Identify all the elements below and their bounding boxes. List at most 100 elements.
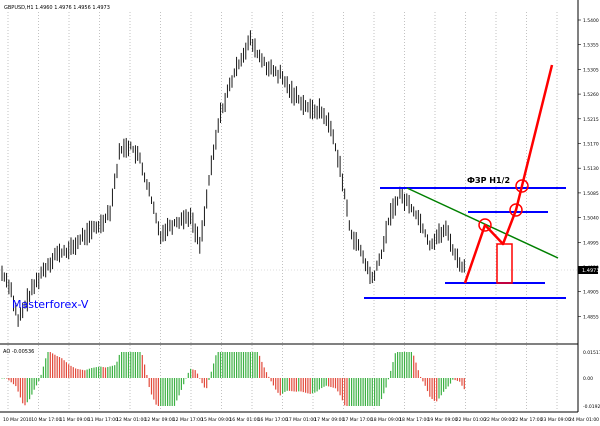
ao-bar — [134, 352, 136, 378]
ao-bar — [47, 352, 49, 378]
ao-bar — [233, 352, 235, 378]
ao-bar — [298, 378, 300, 392]
ao-bar — [22, 378, 24, 404]
ao-bar — [293, 378, 295, 392]
ao-bar — [222, 352, 224, 378]
ao-bar — [247, 352, 249, 378]
ao-bar — [374, 378, 376, 406]
ao-bar — [254, 352, 256, 378]
ao-bar — [173, 378, 176, 406]
ao-bar — [417, 370, 419, 378]
ao-bar — [206, 378, 208, 389]
ao-bar — [341, 378, 343, 401]
ao-bar — [26, 378, 28, 403]
ao-bar — [125, 352, 127, 378]
ao-bar — [56, 356, 58, 378]
ao-tick-label: 0.01517 — [583, 350, 600, 356]
ao-bar — [144, 364, 146, 378]
time-tick-label: 18 Mar 09:00 — [371, 417, 401, 423]
ao-bar — [265, 372, 268, 378]
ao-bar — [399, 352, 401, 378]
ao-bar — [35, 378, 38, 386]
ao-bar — [40, 374, 42, 378]
ao-bar — [127, 352, 130, 378]
ao-bar — [300, 378, 302, 392]
projection-path[interactable] — [463, 64, 554, 284]
ao-bar — [208, 378, 210, 380]
ao-bar — [355, 378, 357, 406]
price-axis: 1.5400 1.5355 1.5305 1.5260 1.5215 1.5170 1.51… — [578, 18, 599, 320]
ao-bar — [245, 352, 247, 378]
price-tick-label: 1.5215 — [583, 117, 599, 123]
time-tick-label: 24 Mar 01:00 — [569, 417, 599, 423]
ao-bar — [420, 376, 422, 378]
time-tick-label: 12 Mar 01:00 — [116, 417, 146, 423]
ao-bar — [240, 352, 242, 378]
ao-bar — [351, 378, 353, 406]
ao-bar — [415, 362, 417, 378]
ao-bar — [111, 365, 113, 378]
target-circle-3[interactable] — [515, 179, 529, 193]
ao-bar — [148, 378, 150, 388]
ao-bar — [12, 378, 15, 385]
ao-bar — [397, 352, 399, 378]
ao-bar — [10, 378, 12, 383]
ao-bar — [286, 378, 288, 391]
ao-bar — [123, 352, 125, 378]
target-circle-2[interactable] — [509, 203, 523, 217]
ao-bar — [104, 367, 107, 378]
ao-bar — [162, 378, 164, 406]
ao-bar — [242, 352, 245, 378]
target-circle-1[interactable] — [478, 218, 492, 232]
ao-bar — [461, 378, 463, 386]
ao-bar — [231, 352, 233, 378]
ao-bar — [456, 378, 458, 381]
ao-bar — [169, 378, 171, 406]
ao-bar — [440, 378, 442, 396]
ao-bar — [17, 378, 19, 392]
ao-bar — [1, 378, 3, 379]
ao-bar — [316, 378, 318, 392]
ao-bar — [54, 354, 56, 378]
ao-bar — [176, 378, 178, 401]
ao-bar — [454, 378, 456, 381]
ao-bar — [305, 378, 307, 393]
ao-bar — [114, 365, 116, 378]
ao-histogram — [1, 352, 465, 406]
ao-bar — [346, 378, 348, 406]
ao-bar — [284, 378, 286, 392]
projection-box[interactable] — [496, 243, 513, 284]
ao-bar — [436, 378, 438, 402]
ao-bar — [385, 378, 387, 388]
ao-bar — [155, 378, 157, 405]
ao-bar — [192, 369, 194, 378]
ao-bar — [203, 378, 205, 388]
time-tick-label: 16 Mar 01:00 — [229, 417, 259, 423]
ao-bar — [61, 358, 63, 378]
ao-bar — [91, 367, 93, 378]
ao-bar — [353, 378, 355, 406]
ao-bar — [383, 378, 385, 394]
ao-bar — [150, 378, 153, 395]
ao-bar — [19, 378, 21, 398]
ao-bar — [88, 368, 90, 378]
ao-bar — [309, 378, 311, 394]
ao-bar — [268, 376, 270, 378]
ao-bar — [463, 378, 465, 390]
price-tick-label: 1.5085 — [583, 191, 599, 197]
ao-bar — [79, 369, 81, 378]
ao-bar — [224, 352, 226, 378]
ao-bar — [272, 378, 274, 386]
ao-bar — [279, 378, 281, 396]
ao-bar — [153, 378, 155, 400]
ao-bar — [238, 352, 240, 378]
ao-bar — [226, 352, 228, 378]
ao-bar — [452, 378, 454, 380]
ao-bar — [433, 378, 435, 401]
ao-bar — [190, 368, 192, 378]
ao-bar — [65, 362, 67, 378]
annotation-label: ФЗР H1/2 — [467, 176, 510, 185]
trend-line[interactable] — [406, 187, 559, 259]
